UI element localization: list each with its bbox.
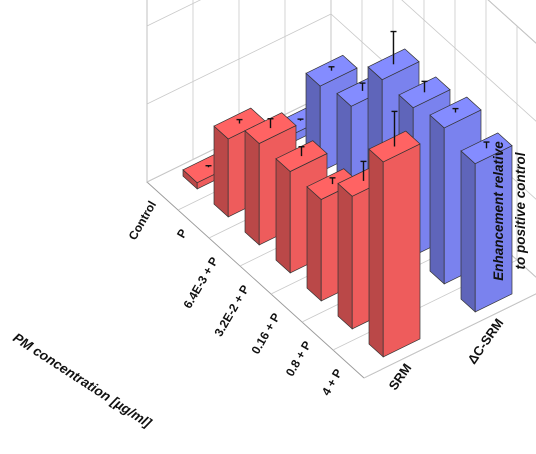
bar-SRM-4 + P <box>368 110 421 358</box>
category-tick-label: 0.8 + P <box>283 339 314 379</box>
bar-side-face <box>368 148 384 358</box>
bars-layer <box>182 30 513 358</box>
floor-gridline <box>363 293 536 379</box>
bar-side-face <box>244 129 260 246</box>
bar-side-face <box>460 150 476 313</box>
bar-side-face <box>337 182 353 330</box>
category-tick-label: 4 + P <box>319 367 345 399</box>
category-tick-label: P <box>174 227 190 241</box>
category-tick-label: 0.16 + P <box>248 311 283 357</box>
z-gridline-3 <box>487 0 536 44</box>
floor-left-edge <box>146 181 365 379</box>
bar-side-face <box>275 157 291 274</box>
series-label-1: ΔC-SRM <box>464 316 506 367</box>
bar-side-face <box>213 125 229 218</box>
category-tick-label: Control <box>126 199 159 243</box>
x-axis-title: PM concentration [µg/ml] <box>10 330 154 431</box>
z-axis-title-line2: to positive control <box>513 152 528 269</box>
bar-front-face <box>382 143 421 358</box>
bar-side-face <box>306 185 322 302</box>
category-tick-label: 6.4E-3 + P <box>180 255 221 311</box>
z-axis-title-line1: Enhancement relative <box>491 141 506 281</box>
bar-ΔC-SRM-4 + P <box>460 132 513 313</box>
category-tick-label: 3.2E-2 + P <box>211 283 252 339</box>
z-gridline-2 <box>146 0 536 122</box>
bar-side-face <box>429 114 445 285</box>
